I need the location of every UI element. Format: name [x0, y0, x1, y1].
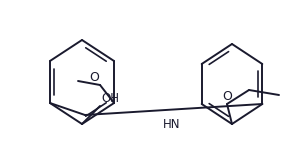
Text: O: O — [89, 71, 99, 84]
Text: O: O — [222, 90, 232, 103]
Text: HN: HN — [163, 117, 180, 130]
Text: OH: OH — [101, 92, 119, 105]
